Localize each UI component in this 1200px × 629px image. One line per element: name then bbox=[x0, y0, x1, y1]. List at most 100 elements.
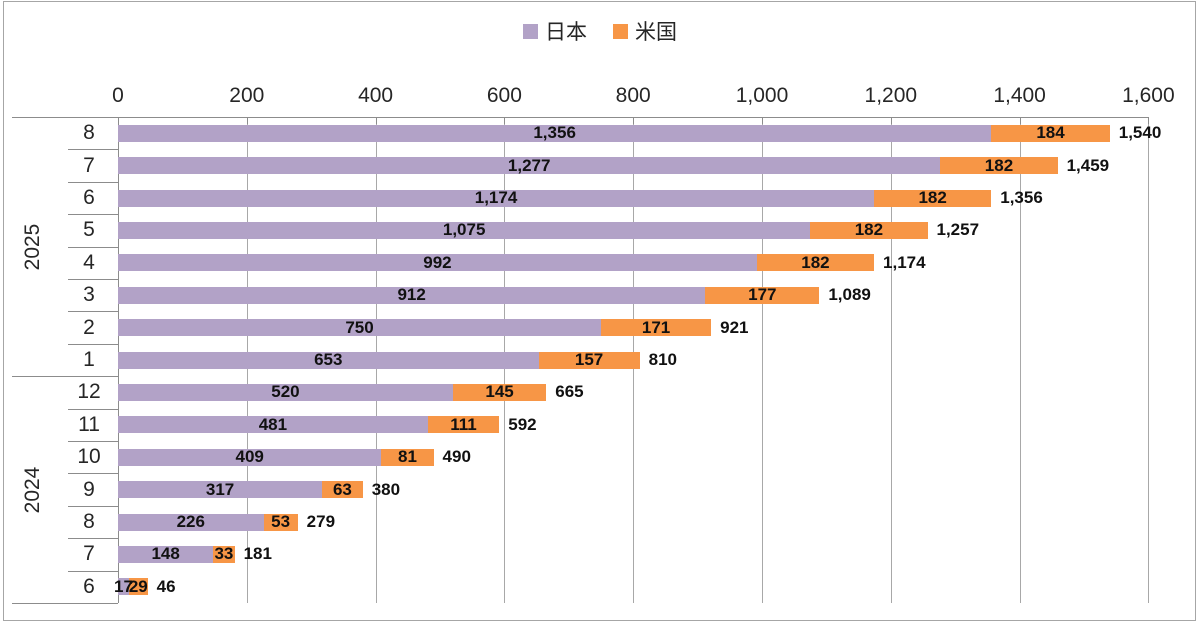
value-label-us: 182 bbox=[854, 220, 884, 240]
bar-segment-japan bbox=[118, 286, 706, 304]
axis-tick-label-200: 200 bbox=[229, 84, 265, 107]
bar-segment-us bbox=[940, 157, 1058, 175]
value-label-japan: 520 bbox=[271, 382, 300, 402]
axis-tick-label-400: 400 bbox=[358, 84, 394, 107]
value-label-japan: 750 bbox=[345, 317, 374, 337]
bar-segment-us bbox=[756, 254, 875, 272]
value-label-us: 182 bbox=[801, 252, 830, 272]
gridline-1200 bbox=[890, 117, 892, 603]
month-separator-line bbox=[68, 279, 118, 280]
value-label-us: 177 bbox=[748, 285, 777, 305]
month-label: 6 bbox=[83, 574, 95, 598]
legend-item-us: 米国 bbox=[613, 16, 677, 46]
year-label-2025: 2025 bbox=[21, 223, 44, 270]
legend-label-japan: 日本 bbox=[545, 21, 587, 44]
month-label: 8 bbox=[83, 509, 95, 533]
month-label: 4 bbox=[83, 250, 95, 274]
total-label: 1,459 bbox=[1066, 155, 1110, 175]
value-label-us: 145 bbox=[485, 382, 514, 402]
legend-label-us: 米国 bbox=[635, 21, 677, 44]
month-separator-line bbox=[68, 441, 118, 442]
bar-segment-us bbox=[213, 545, 235, 563]
total-label: 1,540 bbox=[1118, 123, 1162, 143]
group-boundary-line bbox=[12, 376, 118, 378]
bar-segment-japan bbox=[118, 448, 382, 466]
axis-tick-label-1000: 1,000 bbox=[735, 84, 789, 107]
value-label-japan: 226 bbox=[176, 511, 205, 531]
total-label: 1,174 bbox=[883, 252, 926, 272]
axis-tick-1600 bbox=[1148, 117, 1150, 124]
value-label-japan: 148 bbox=[151, 544, 180, 564]
month-separator-line bbox=[68, 214, 118, 216]
month-separator-line bbox=[68, 570, 118, 572]
total-label: 1,089 bbox=[828, 285, 871, 305]
bar-segment-us bbox=[427, 416, 500, 434]
total-label: 380 bbox=[371, 479, 401, 499]
total-label: 279 bbox=[306, 511, 336, 531]
value-label-japan: 1,174 bbox=[474, 187, 518, 207]
value-label-us: 171 bbox=[641, 317, 671, 337]
bar-segment-us bbox=[263, 513, 298, 531]
value-label-us: 29 bbox=[128, 576, 148, 596]
value-label-japan: 992 bbox=[423, 252, 452, 272]
total-label: 665 bbox=[555, 382, 584, 402]
axis-tick-label-600: 600 bbox=[486, 84, 522, 107]
bar-segment-japan bbox=[118, 351, 539, 369]
month-label: 8 bbox=[83, 121, 95, 145]
month-label: 6 bbox=[83, 185, 95, 209]
total-label: 921 bbox=[720, 317, 749, 337]
bar-segment-japan bbox=[118, 189, 875, 207]
axis-tick-200 bbox=[246, 117, 248, 124]
value-label-us: 111 bbox=[450, 414, 477, 434]
bar-segment-japan bbox=[118, 221, 811, 239]
gridline-1000 bbox=[762, 117, 763, 603]
bar-segment-japan bbox=[118, 416, 428, 434]
group-boundary-line bbox=[12, 117, 118, 118]
bar-segment-us bbox=[705, 286, 820, 304]
total-label: 1,356 bbox=[1000, 187, 1043, 207]
gridline-1400 bbox=[1019, 117, 1021, 603]
month-label: 11 bbox=[78, 412, 100, 436]
group-boundary-line-bottom bbox=[12, 603, 118, 604]
total-label: 46 bbox=[156, 576, 176, 596]
bar-segment-us bbox=[874, 189, 992, 207]
gridline-1600 bbox=[1148, 117, 1150, 603]
value-label-us: 81 bbox=[398, 447, 417, 467]
month-separator-line bbox=[68, 343, 118, 345]
value-label-japan: 912 bbox=[397, 285, 426, 305]
bar-segment-us bbox=[452, 383, 547, 401]
value-label-us: 184 bbox=[1036, 123, 1065, 143]
bar-segment-japan bbox=[118, 124, 992, 142]
value-label-japan: 409 bbox=[235, 447, 264, 467]
axis-tick-1200 bbox=[890, 117, 892, 124]
bar-segment-japan bbox=[118, 481, 323, 499]
total-label: 810 bbox=[648, 349, 677, 369]
bar-segment-japan bbox=[118, 383, 453, 401]
value-label-us: 157 bbox=[574, 349, 604, 369]
month-separator-line bbox=[68, 505, 118, 507]
month-separator-line bbox=[68, 181, 118, 183]
legend: 日本 米国 bbox=[0, 16, 1200, 46]
value-label-us: 53 bbox=[271, 511, 291, 531]
axis-tick-label-0: 0 bbox=[112, 84, 124, 107]
total-label: 592 bbox=[508, 414, 537, 434]
month-separator-line bbox=[68, 311, 118, 313]
axis-tick-label-800: 800 bbox=[615, 84, 651, 107]
value-label-japan: 17 bbox=[114, 576, 133, 596]
bar-segment-us bbox=[538, 351, 640, 369]
axis-tick-label-1400: 1,400 bbox=[993, 84, 1046, 107]
month-label: 2 bbox=[83, 315, 95, 339]
axis-tick-label-1200: 1,200 bbox=[864, 84, 918, 107]
year-label-2024: 2024 bbox=[21, 466, 44, 513]
legend-swatch-japan bbox=[523, 23, 538, 39]
total-label: 1,257 bbox=[936, 220, 980, 240]
value-label-japan: 653 bbox=[314, 349, 343, 369]
value-label-us: 33 bbox=[214, 544, 234, 564]
legend-swatch-us bbox=[613, 23, 628, 39]
value-label-us: 182 bbox=[918, 187, 947, 207]
value-label-japan: 1,356 bbox=[533, 123, 576, 143]
axis-tick-1000 bbox=[762, 117, 763, 124]
axis-tick-400 bbox=[375, 117, 377, 124]
month-label: 9 bbox=[83, 477, 95, 501]
